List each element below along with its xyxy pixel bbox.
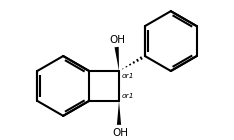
Polygon shape xyxy=(117,101,121,125)
Polygon shape xyxy=(114,47,119,71)
Text: OH: OH xyxy=(113,128,128,138)
Text: or1: or1 xyxy=(121,93,134,99)
Text: or1: or1 xyxy=(121,73,134,79)
Text: OH: OH xyxy=(110,35,125,45)
